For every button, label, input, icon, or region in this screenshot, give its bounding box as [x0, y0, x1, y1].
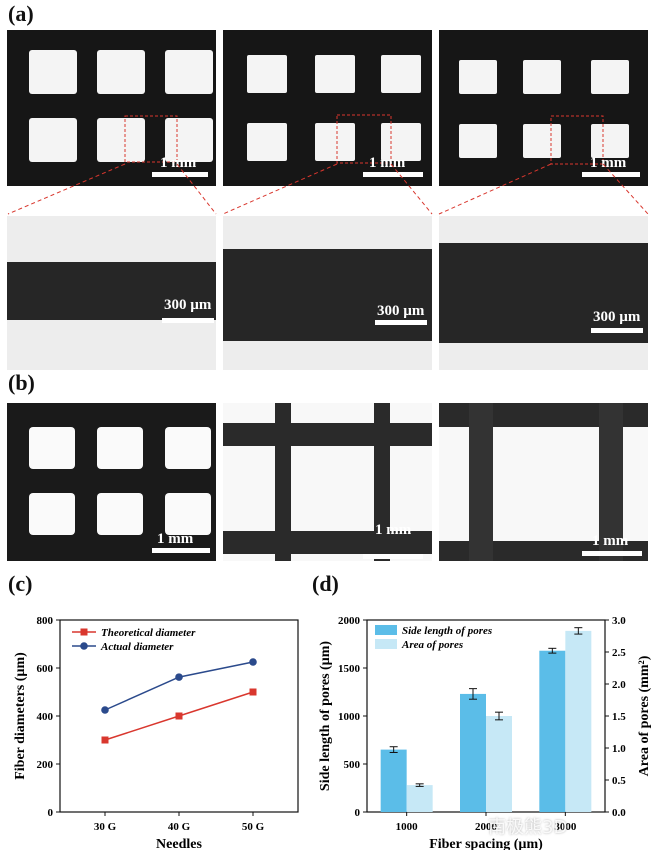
y-tick-label: 500: [344, 759, 361, 771]
panel-label-c: (c): [8, 571, 33, 596]
grid-image-b2: [223, 403, 432, 561]
legend-label: Actual diameter: [100, 641, 174, 653]
fiber-zoom-a1: 300 µm: [7, 216, 216, 370]
panel-label-a: (a): [8, 1, 34, 26]
x-tick-label: 2000: [475, 821, 498, 833]
scale-label: 300 µm: [164, 297, 212, 313]
bar: [460, 693, 486, 812]
y-tick-label: 400: [37, 711, 54, 723]
scale-bar: [582, 172, 640, 177]
y-right-tick-label: 1.0: [612, 743, 626, 755]
y-tick-label: 1500: [338, 663, 361, 675]
scale-bar: [375, 320, 427, 325]
y-tick-label: 200: [37, 759, 54, 771]
zoom-connectors: [7, 163, 649, 215]
scale-label: 1 mm: [592, 533, 629, 549]
fiber-zoom-a2: 300 µm: [223, 216, 432, 370]
micrograph-a2: 1 mm: [223, 30, 432, 186]
x-tick-label: 40 G: [168, 821, 191, 833]
grid-image-b3: [439, 403, 648, 561]
data-point: [249, 658, 257, 666]
scale-bar: [152, 548, 210, 553]
grid-image-b1: [7, 403, 216, 561]
y-right-tick-label: 2.0: [612, 679, 626, 691]
data-point: [101, 706, 109, 714]
y-axis-title: Fiber diameters (µm): [13, 652, 28, 780]
micrograph-b2: 1 mm: [223, 403, 432, 561]
bar: [539, 650, 566, 812]
y-right-tick-label: 0.0: [612, 807, 626, 819]
grid-image-a2: [223, 30, 432, 186]
micrograph-a3: 1 mm: [439, 30, 648, 186]
y-tick-label: 0: [48, 807, 54, 819]
y-tick-label: 1000: [338, 711, 361, 723]
scale-label: 300 µm: [377, 303, 425, 319]
scale-label: 1 mm: [375, 522, 412, 538]
scale-bar: [582, 551, 642, 556]
micrograph-b1: 1 mm: [7, 403, 216, 561]
scale-bar: [152, 172, 208, 177]
y-axis-title: Side length of pores (µm): [318, 641, 333, 791]
scale-bar: [162, 318, 214, 323]
grid-image-a1: [7, 30, 216, 186]
panel-label-b: (b): [8, 370, 35, 395]
x-axis-title: Needles: [156, 837, 202, 850]
legend-label: Theoretical diameter: [101, 627, 196, 639]
x-axis-title: Fiber spacing (µm): [429, 837, 543, 850]
x-tick-label: 3000: [554, 821, 577, 833]
scale-label: 300 µm: [593, 309, 641, 325]
data-point: [175, 673, 183, 681]
bar: [380, 749, 407, 812]
legend-label: Area of pores: [401, 639, 463, 651]
fiber-strand: [7, 262, 216, 320]
micrograph-a1: 1 mm: [7, 30, 216, 186]
scale-label: 1 mm: [590, 155, 627, 171]
y-right-tick-label: 3.0: [612, 615, 626, 627]
y-tick-label: 0: [355, 807, 361, 819]
watermark: 南极熊3D: [488, 817, 568, 838]
bar: [486, 716, 512, 812]
data-point: [101, 736, 109, 744]
chart-fiber-diameters: 0 200 400 600 800 30 G 40 G 50 G Needles Fiber di…: [13, 615, 299, 850]
legend-marker: [80, 642, 88, 650]
scale-bar: [363, 172, 423, 177]
fiber-strand: [439, 243, 648, 343]
series-line: [104, 661, 254, 711]
legend-swatch: [375, 639, 397, 649]
x-tick-label: 1000: [396, 821, 419, 833]
x-tick-label: 50 G: [242, 821, 265, 833]
scale-label: 1 mm: [160, 155, 197, 171]
fiber-strand: [223, 249, 432, 341]
panel-label-d: (d): [312, 571, 339, 596]
scale-label: 1 mm: [369, 155, 406, 171]
y-tick-label: 800: [37, 615, 54, 627]
scale-label: 1 mm: [157, 531, 194, 547]
scale-bar: [591, 328, 643, 333]
y-tick-label: 600: [37, 663, 54, 675]
fiber-zoom-a3: 300 µm: [439, 216, 648, 370]
data-point: [175, 712, 183, 720]
y-right-tick-label: 1.5: [612, 711, 626, 723]
y-tick-label: 2000: [338, 615, 361, 627]
legend-marker: [80, 628, 88, 636]
scale-bar: [363, 554, 423, 559]
bar: [406, 785, 433, 812]
y-right-tick-label: 0.5: [612, 775, 626, 787]
legend-label: Side length of pores: [402, 625, 492, 637]
legend-swatch: [375, 625, 397, 635]
data-point: [249, 688, 257, 696]
micrograph-b3: 1 mm: [439, 403, 648, 561]
grid-image-a3: [439, 30, 648, 186]
y-right-axis-title: Area of pores (mm²): [637, 655, 652, 776]
x-tick-label: 30 G: [94, 821, 117, 833]
bar: [565, 630, 592, 812]
y-right-tick-label: 2.5: [612, 647, 626, 659]
chart-pore-size: 0 500 1000 1500 2000 0.0 0.5 1.0 1.5 2.0 2.5 3.0 100…: [318, 615, 652, 850]
